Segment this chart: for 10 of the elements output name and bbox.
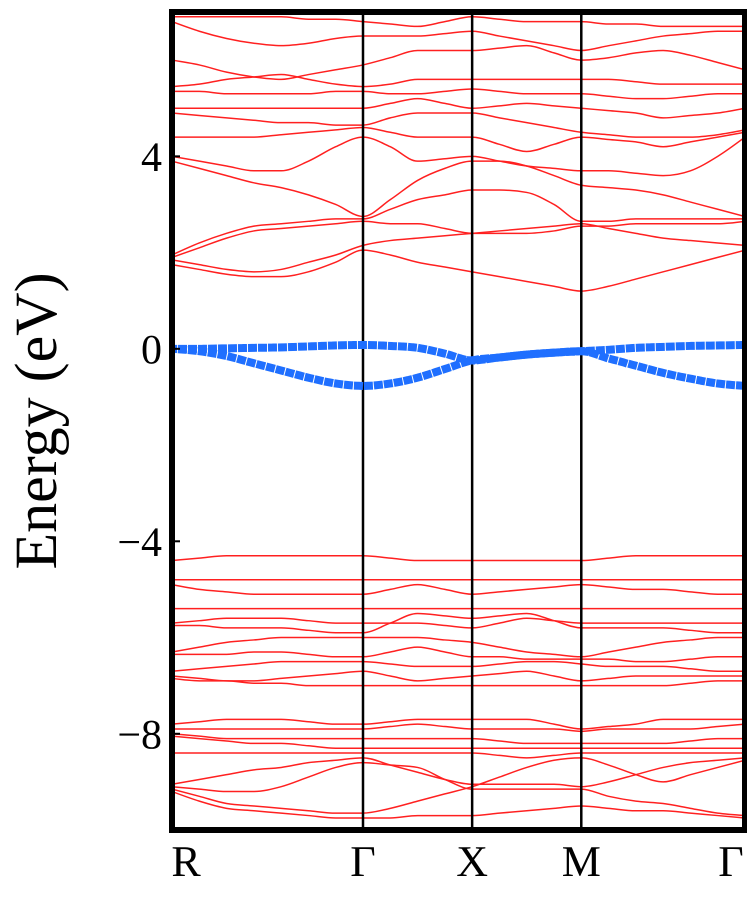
x-tick-label: X bbox=[456, 837, 488, 886]
x-tick-label: M bbox=[562, 837, 601, 886]
x-tick-label: Γ bbox=[350, 837, 376, 886]
y-tick-label: 4 bbox=[141, 135, 162, 182]
y-tick-label: −8 bbox=[117, 712, 162, 758]
x-tick-label: R bbox=[171, 837, 202, 886]
x-tick-label: Γ bbox=[718, 837, 744, 886]
y-tick-label: −4 bbox=[117, 520, 162, 566]
y-axis-title: Energy (eV) bbox=[3, 272, 69, 570]
y-tick-label: 0 bbox=[141, 328, 162, 374]
